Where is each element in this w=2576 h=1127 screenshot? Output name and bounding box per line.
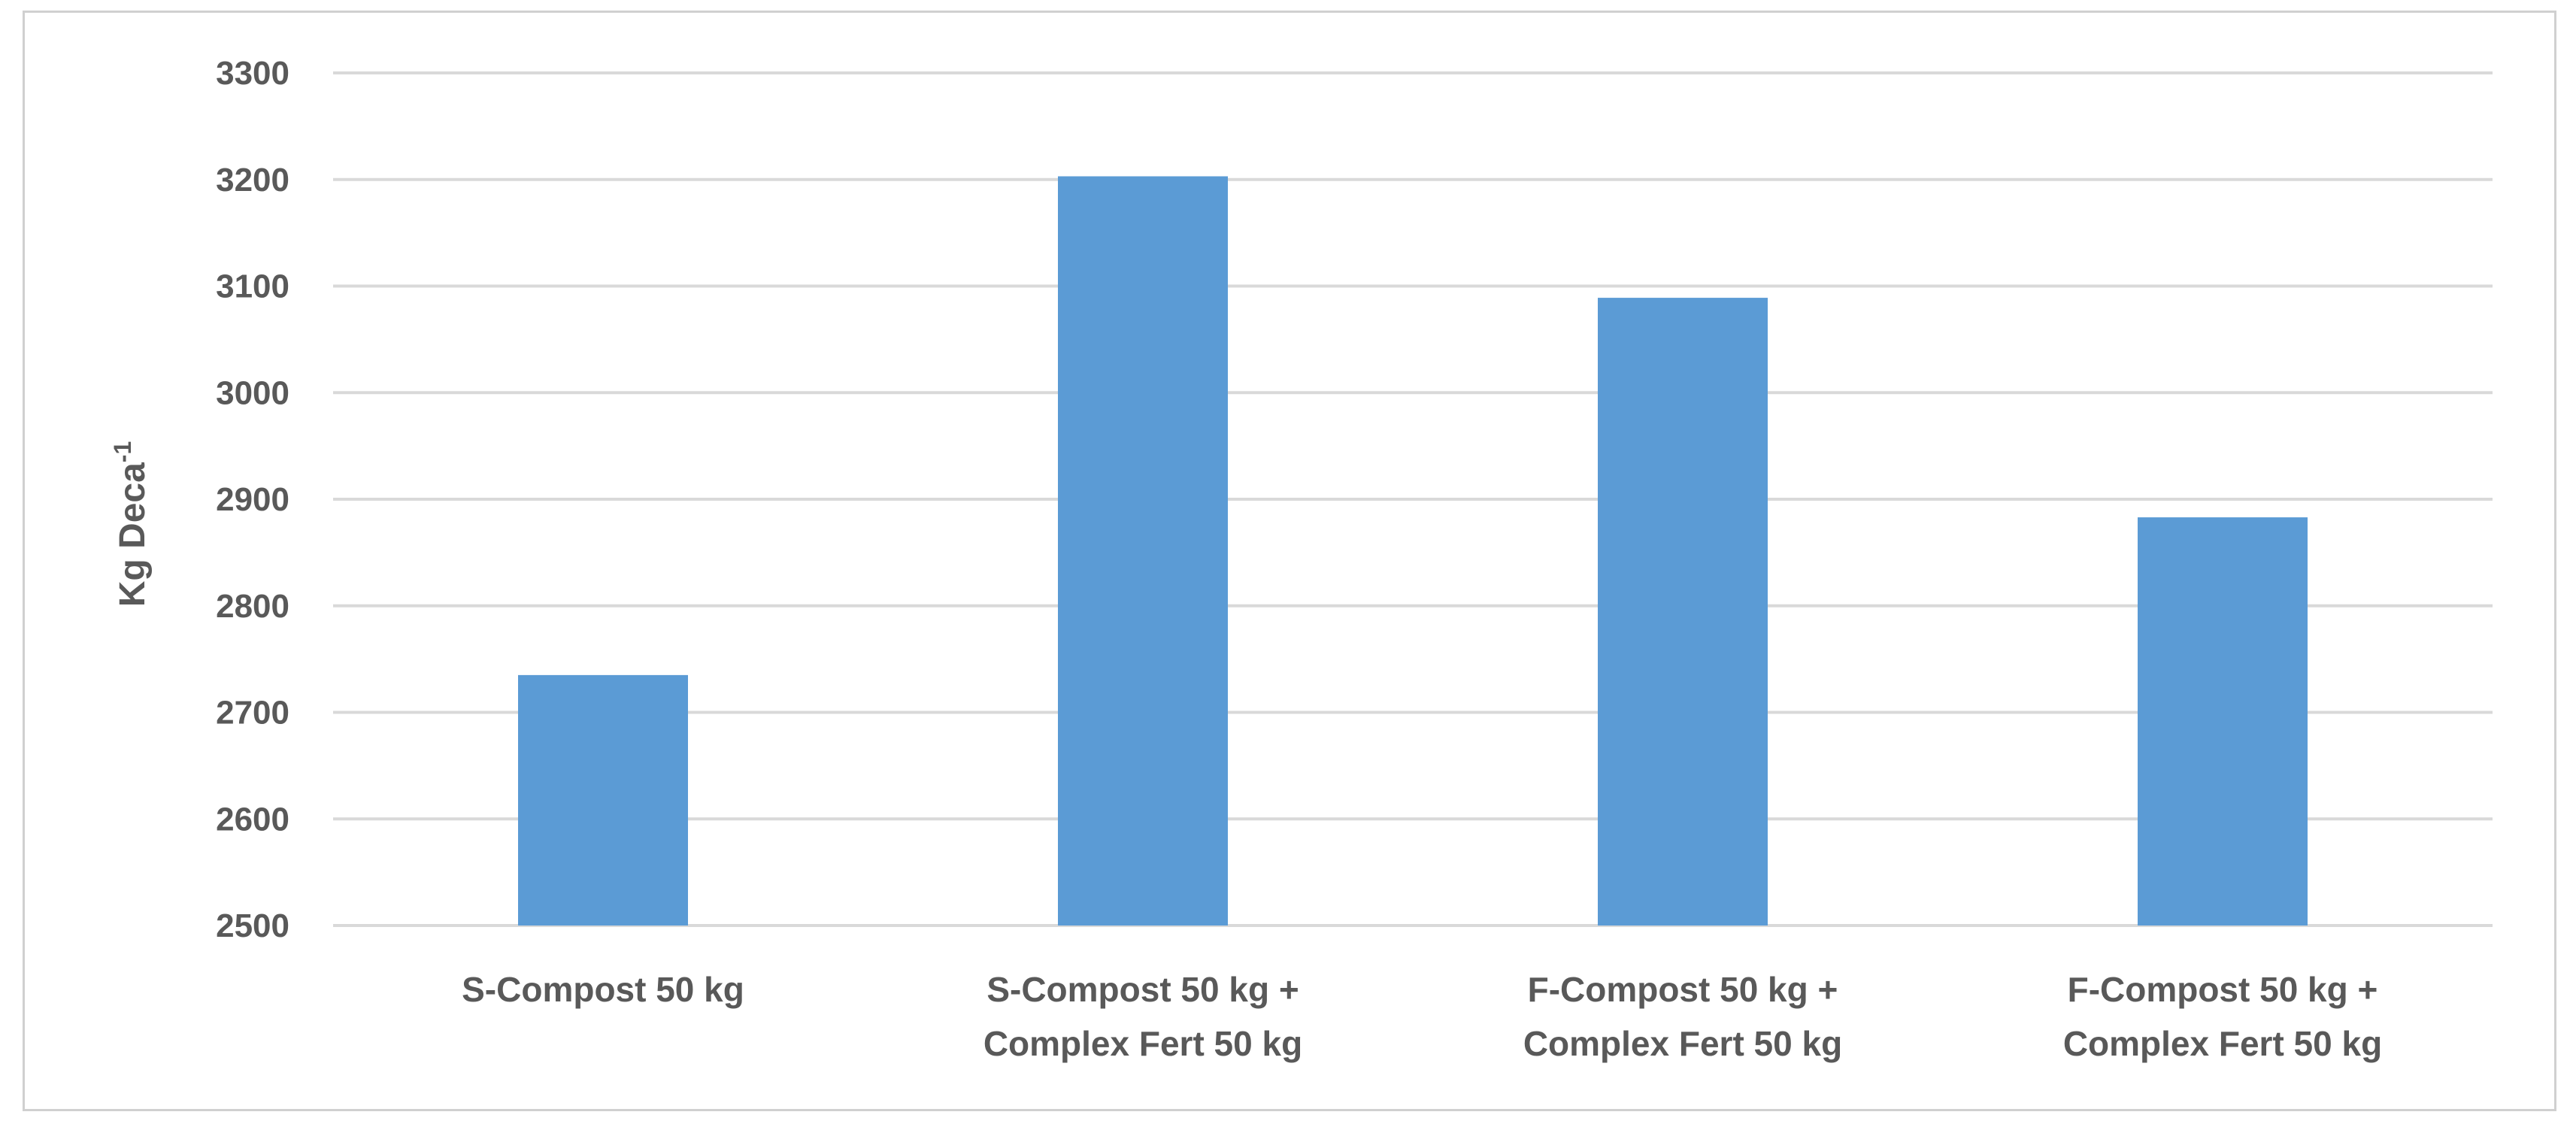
y-tick-label: 2900 bbox=[216, 481, 289, 518]
y-tick-label: 2600 bbox=[216, 801, 289, 838]
x-category-label-line: S-Compost 50 kg + bbox=[986, 970, 1299, 1009]
y-tick-label: 3000 bbox=[216, 374, 289, 411]
x-category-label: F-Compost 50 kg + Complex Fert 50 kg bbox=[2063, 970, 2382, 1063]
bars bbox=[518, 176, 2308, 926]
bar bbox=[1058, 176, 1228, 926]
gridlines bbox=[333, 71, 2493, 927]
x-category-label-line: Complex Fert 50 kg bbox=[983, 1024, 1302, 1063]
y-tick-label: 2500 bbox=[216, 907, 289, 944]
x-category-label-line: F-Compost 50 kg + bbox=[2068, 970, 2378, 1009]
y-axis-title-superscript: -1 bbox=[109, 441, 136, 462]
x-category-label: S-Compost 50 kg bbox=[462, 970, 744, 1009]
x-category-label-line: S-Compost 50 kg bbox=[462, 970, 744, 1009]
bar bbox=[518, 674, 688, 926]
y-tick-label: 3300 bbox=[216, 55, 289, 92]
x-category-label-line: Complex Fert 50 kg bbox=[1523, 1024, 1842, 1063]
x-category-label: S-Compost 50 kg + Complex Fert 50 kg bbox=[983, 970, 1302, 1063]
x-category-labels: S-Compost 50 kg S-Compost 50 kg + Complex … bbox=[462, 970, 2382, 1063]
y-tick-label: 3100 bbox=[216, 268, 289, 305]
chart-frame bbox=[23, 11, 2556, 1111]
y-tick-labels: 2500 2600 2700 2800 2900 3000 3100 3200 3300 bbox=[216, 55, 289, 944]
x-category-label-line: Complex Fert 50 kg bbox=[2063, 1024, 2382, 1063]
y-tick-label: 3200 bbox=[216, 162, 289, 198]
y-tick-label: 2800 bbox=[216, 588, 289, 625]
bar bbox=[2138, 517, 2308, 926]
y-tick-label: 2700 bbox=[216, 695, 289, 732]
y-axis-title: Kg Deca-1 bbox=[109, 441, 153, 607]
y-axis-title-text: Kg Deca bbox=[113, 462, 153, 607]
x-category-label-line: F-Compost 50 kg + bbox=[1528, 970, 1838, 1009]
bar bbox=[1598, 298, 1768, 926]
x-category-label: F-Compost 50 kg + Complex Fert 50 kg bbox=[1523, 970, 1842, 1063]
